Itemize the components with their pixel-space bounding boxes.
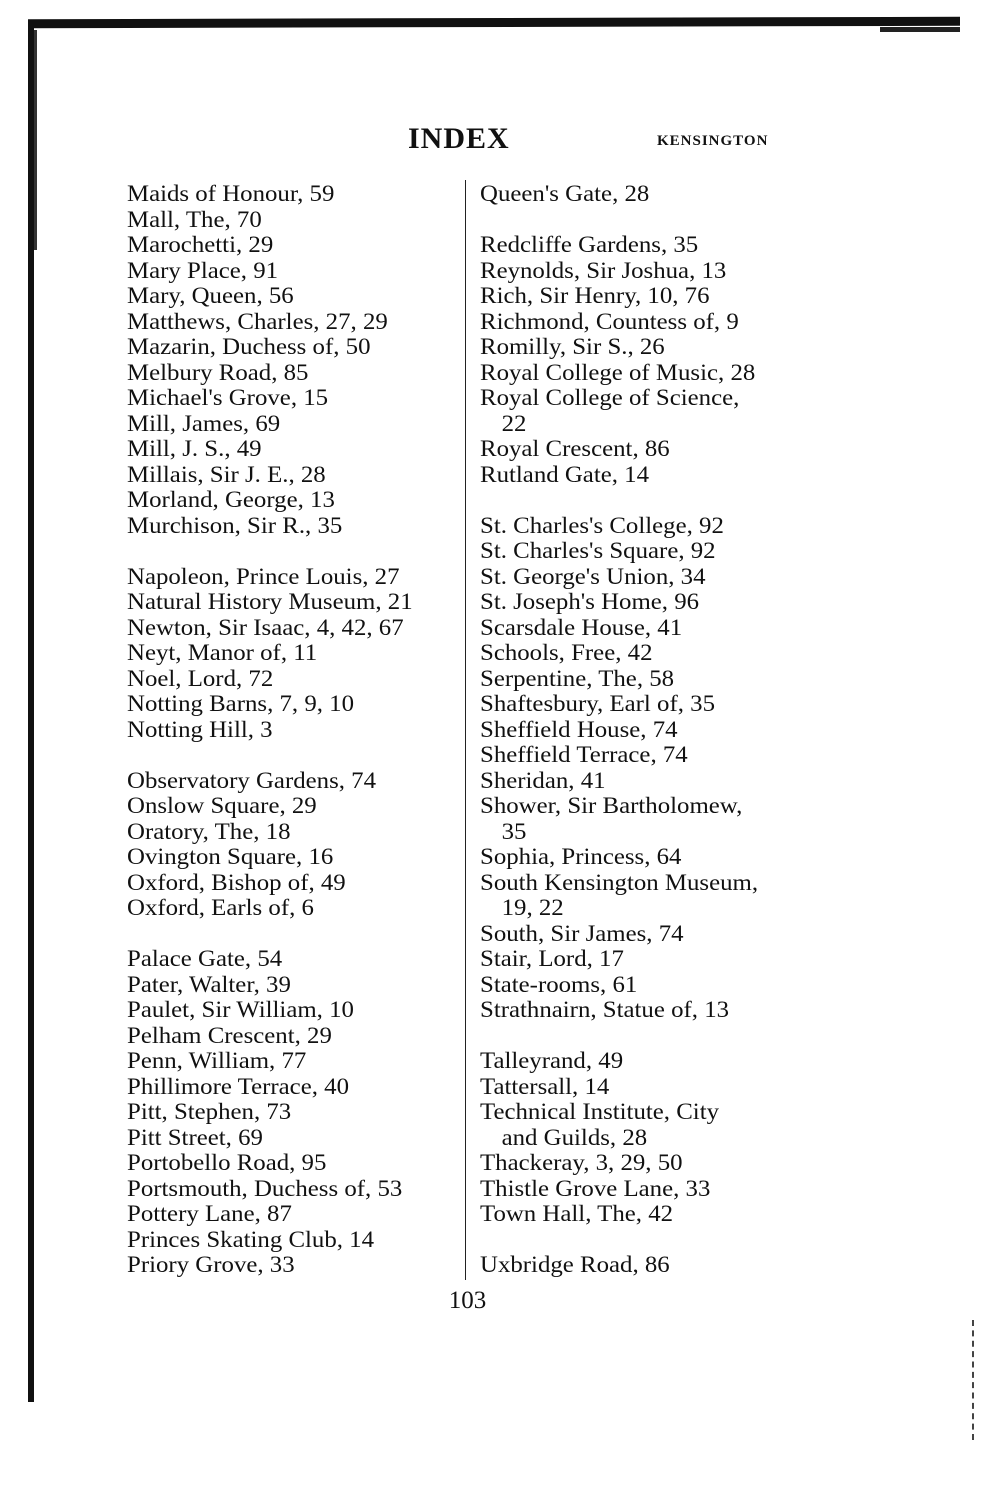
index-entry: Sheridan, 41: [480, 767, 606, 793]
index-entry: Matthews, Charles, 27, 29: [127, 308, 388, 334]
index-entry: Rutland Gate, 14: [480, 461, 650, 487]
index-entry: Royal College of Music, 28: [480, 359, 756, 385]
index-entry: Oxford, Bishop of, 49: [127, 869, 346, 895]
index-entry: Pitt, Stephen, 73: [127, 1099, 292, 1124]
index-entry: Uxbridge Road, 86: [480, 1252, 670, 1277]
index-entry: Newton, Sir Isaac, 4, 42, 67: [127, 614, 404, 640]
index-entry: Royal Crescent, 86: [480, 436, 670, 461]
index-entry: Observatory Gardens, 74: [127, 767, 377, 793]
index-entry: Thistle Grove Lane, 33: [480, 1175, 711, 1201]
index-entry: Millais, Sir J. E., 28: [127, 461, 326, 487]
index-entry: Maids of Honour, 59: [127, 181, 335, 206]
index-entry: Napoleon, Prince Louis, 27: [127, 563, 400, 589]
index-entry: Melbury Road, 85: [127, 359, 309, 385]
index-column-right: Queen's Gate, 28 Redcliffe Gardens, 35 Rey…: [480, 181, 758, 1278]
index-entry: Mill, James, 69: [127, 410, 281, 436]
page-edge-left: [28, 22, 34, 1402]
index-entry: Rich, Sir Henry, 10, 76: [480, 283, 710, 308]
index-entry: State-rooms, 61: [480, 971, 638, 997]
page-edge-right: [972, 1320, 976, 1440]
index-entry: Oxford, Earls of, 6: [127, 895, 314, 920]
index-entry: Penn, William, 77: [127, 1048, 307, 1073]
page-edge-top: [28, 16, 960, 29]
index-entry: Pater, Walter, 39: [127, 971, 291, 997]
index-entry: Sheffield Terrace, 74: [480, 742, 688, 767]
group-spacer: [480, 1227, 758, 1253]
index-entry: Michael's Grove, 15: [127, 385, 329, 410]
index-entry: Neyt, Manor of, 11: [127, 640, 318, 665]
index-entry: St. Joseph's Home, 96: [480, 589, 700, 614]
index-entry: Palace Gate, 54: [127, 946, 283, 971]
group-spacer: [127, 742, 413, 768]
index-entry: Pitt Street, 69: [127, 1124, 263, 1150]
page-edge-left-shadow: [34, 30, 37, 250]
index-entry: Sophia, Princess, 64: [480, 844, 682, 869]
index-entry: Natural History Museum, 21: [127, 589, 413, 614]
group-spacer: [480, 207, 758, 233]
index-entry: Oratory, The, 18: [127, 818, 291, 844]
index-entry: Phillimore Terrace, 40: [127, 1073, 349, 1099]
page-title: INDEX: [408, 122, 510, 155]
group-spacer: [480, 1023, 758, 1049]
index-entry: Strathnairn, Statue of, 13: [480, 997, 730, 1022]
column-divider: [465, 180, 466, 1280]
index-entry: Shower, Sir Bartholomew,: [480, 793, 743, 818]
index-entry: Mall, The, 70: [127, 206, 262, 232]
index-entry: Onslow Square, 29: [127, 793, 317, 818]
index-entry: Richmond, Countess of, 9: [480, 308, 739, 334]
group-spacer: [480, 487, 758, 513]
page-edge-top-shadow: [880, 27, 960, 32]
index-entry-continuation: 22: [501, 410, 527, 436]
index-entry: Priory Grove, 33: [127, 1252, 295, 1277]
index-entry: Ovington Square, 16: [127, 844, 334, 869]
index-entry: Town Hall, The, 42: [480, 1201, 674, 1226]
group-spacer: [127, 538, 413, 564]
index-entry: Thackeray, 3, 29, 50: [480, 1150, 683, 1175]
index-entry: Portobello Road, 95: [127, 1150, 327, 1175]
index-entry: Romilly, Sir S., 26: [480, 334, 665, 359]
index-entry: Scarsdale House, 41: [480, 614, 683, 640]
index-entry: St. George's Union, 34: [480, 563, 706, 589]
index-entry: Pottery Lane, 87: [127, 1201, 292, 1226]
index-entry: Pelham Crescent, 29: [127, 1022, 332, 1048]
index-entry: Sheffield House, 74: [480, 716, 678, 742]
index-column-left: Maids of Honour, 59 Mall, The, 70 Marochet…: [127, 181, 413, 1278]
index-entry-continuation: and Guilds, 28: [501, 1124, 648, 1150]
index-entry-continuation: 35: [501, 818, 527, 844]
index-entry: St. Charles's Square, 92: [480, 538, 716, 563]
index-entry: Mazarin, Duchess of, 50: [127, 334, 371, 359]
index-entry: Talleyrand, 49: [480, 1048, 624, 1073]
group-spacer: [127, 921, 413, 947]
index-entry: Redcliffe Gardens, 35: [480, 232, 699, 257]
page-number: 103: [448, 1287, 487, 1314]
index-entry: South Kensington Museum,: [480, 869, 759, 895]
index-entry: Murchison, Sir R., 35: [127, 512, 343, 538]
index-entry: Morland, George, 13: [127, 487, 335, 512]
index-entry: Notting Barns, 7, 9, 10: [127, 691, 355, 716]
index-entry: Notting Hill, 3: [127, 716, 273, 742]
index-entry: Royal College of Science,: [480, 385, 740, 410]
index-entry: Technical Institute, City: [480, 1099, 720, 1124]
index-entry: Stair, Lord, 17: [480, 946, 624, 971]
index-entry: Paulet, Sir William, 10: [127, 997, 354, 1022]
index-entry: Tattersall, 14: [480, 1073, 610, 1099]
index-entry: South, Sir James, 74: [480, 920, 684, 946]
index-entry: Mill, J. S., 49: [127, 436, 262, 461]
index-entry: Serpentine, The, 58: [480, 665, 675, 691]
index-entry: Mary, Queen, 56: [127, 283, 294, 308]
index-entry: Princes Skating Club, 14: [127, 1226, 375, 1252]
index-entry: Schools, Free, 42: [480, 640, 653, 665]
index-entry: Queen's Gate, 28: [480, 181, 650, 206]
index-entry: Marochetti, 29: [127, 232, 274, 257]
running-head: KENSINGTON: [657, 133, 769, 149]
index-entry: Shaftesbury, Earl of, 35: [480, 691, 716, 716]
index-entry: Portsmouth, Duchess of, 53: [127, 1175, 403, 1201]
index-entry: St. Charles's College, 92: [480, 512, 724, 538]
index-entry: Noel, Lord, 72: [127, 665, 274, 691]
index-entry-continuation: 19, 22: [501, 895, 564, 920]
index-entry: Reynolds, Sir Joshua, 13: [480, 257, 727, 283]
index-entry: Mary Place, 91: [127, 257, 279, 283]
